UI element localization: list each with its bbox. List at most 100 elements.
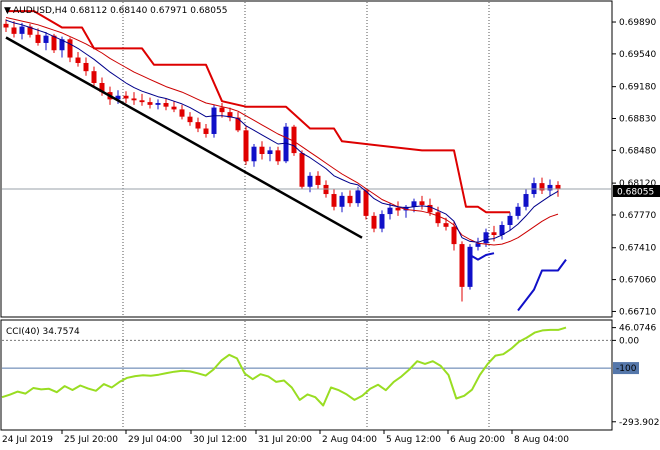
candle-body xyxy=(67,39,73,58)
candle-body xyxy=(259,146,265,154)
candle-body xyxy=(491,232,497,235)
chart-ohlc: 0.68112 0.68140 0.67971 0.68055 xyxy=(70,6,227,16)
time-tick-label: 8 Aug 04:00 xyxy=(514,435,569,445)
candle-body xyxy=(203,128,209,134)
candle-body xyxy=(435,212,441,224)
candle-body xyxy=(35,34,41,43)
candle-body xyxy=(475,243,481,247)
candle-body xyxy=(43,35,49,43)
candle-body xyxy=(163,103,169,107)
price-tick-label: 0.69180 xyxy=(619,83,656,93)
cci-tick-label: 46.0746 xyxy=(619,324,656,334)
candle-body xyxy=(27,26,33,35)
price-tick-label: 0.69890 xyxy=(619,18,656,28)
current-price-badge xyxy=(613,185,660,197)
candle-body xyxy=(467,246,473,287)
candle-body xyxy=(371,215,377,229)
price-tick-label: 0.67410 xyxy=(619,244,656,254)
candle-body xyxy=(139,100,145,103)
price-tick-label: 0.68120 xyxy=(619,179,656,189)
candle-body xyxy=(331,194,337,207)
support-line-rise xyxy=(517,259,567,312)
candle-body xyxy=(3,23,9,28)
candle-body xyxy=(355,190,361,204)
candle-body xyxy=(347,195,353,204)
time-axis: 24 Jul 2019 25 Jul 20:00 29 Jul 04:00 30 Ju… xyxy=(2,430,569,445)
cci-panel xyxy=(0,319,613,431)
cci-level-badge xyxy=(613,362,639,375)
support-line-bottom xyxy=(469,252,495,261)
candle-body xyxy=(291,126,297,154)
candle-body xyxy=(515,206,521,216)
candle-body xyxy=(155,103,161,105)
candle-body xyxy=(427,204,433,213)
cci-line xyxy=(1,326,567,407)
overlays xyxy=(2,10,611,312)
candle-body xyxy=(51,35,57,51)
time-tick-label: 24 Jul 2019 xyxy=(2,435,53,445)
candle-body xyxy=(243,130,249,162)
candle-body xyxy=(339,195,345,207)
time-tick-label: 5 Aug 12:00 xyxy=(386,435,441,445)
candle-body xyxy=(275,150,281,162)
candle-body xyxy=(219,107,225,113)
candle-body xyxy=(539,183,545,191)
candle-body xyxy=(227,112,233,118)
candle-body xyxy=(443,223,449,227)
price-panel xyxy=(0,0,613,318)
candle-body xyxy=(403,206,409,211)
candles xyxy=(3,19,561,302)
candle-body xyxy=(59,39,65,51)
candle-body xyxy=(283,126,289,162)
candle-body xyxy=(419,201,425,205)
price-axis: 0.69890 0.69540 0.69180 0.68830 0.68480 0.681… xyxy=(612,18,656,317)
time-tick-label: 6 Aug 20:00 xyxy=(450,435,505,445)
trendline xyxy=(5,36,363,239)
price-tick-label: 0.69540 xyxy=(619,50,656,60)
cci-level-lines xyxy=(2,339,611,369)
price-tick-label: 0.68830 xyxy=(619,114,656,124)
candle-body xyxy=(91,71,97,84)
candle-body xyxy=(379,214,385,229)
candle-body xyxy=(363,190,369,216)
candle-body xyxy=(499,224,505,235)
candle-body xyxy=(75,57,81,63)
time-tick-label: 30 Jul 12:00 xyxy=(193,435,247,445)
chart-symbol-timeframe: AUDUSD,H4 xyxy=(13,6,68,16)
current-price-label: 0.68055 xyxy=(617,188,654,198)
ma-slow-line xyxy=(5,17,559,246)
time-tick-label: 31 Jul 20:00 xyxy=(258,435,312,445)
candle-body xyxy=(395,207,401,211)
time-tick-label: 29 Jul 04:00 xyxy=(128,435,182,445)
candle-body xyxy=(211,107,217,134)
candle-body xyxy=(235,117,241,131)
candle-body xyxy=(147,102,153,105)
candle-body xyxy=(507,215,513,225)
candle-body xyxy=(267,150,273,154)
price-tick-label: 0.66710 xyxy=(619,307,656,317)
cci-label: CCI(40) 34.7574 xyxy=(6,327,80,337)
ma-fast-line xyxy=(5,19,559,243)
stop-line xyxy=(6,10,510,214)
symbol-icon: ▼ xyxy=(4,6,11,16)
candle-body xyxy=(115,95,121,100)
cci-series xyxy=(1,326,567,407)
candle-body xyxy=(451,226,457,245)
price-tick-label: 0.67060 xyxy=(619,276,656,286)
price-tick-label: 0.68480 xyxy=(619,146,656,156)
candle-body xyxy=(299,153,305,187)
candle-body xyxy=(131,98,137,101)
candle-body xyxy=(387,207,393,215)
candle-body xyxy=(315,175,321,185)
candle-body xyxy=(483,232,489,244)
candle-body xyxy=(555,184,561,190)
candle-body xyxy=(11,27,17,34)
cci-tick-label: 0.00 xyxy=(619,336,639,346)
candle-body xyxy=(123,95,129,99)
candle-body xyxy=(179,109,185,117)
candle-body xyxy=(195,122,201,129)
time-tick-label: 25 Jul 20:00 xyxy=(64,435,118,445)
candle-body xyxy=(547,184,553,191)
candle-body xyxy=(19,26,25,34)
